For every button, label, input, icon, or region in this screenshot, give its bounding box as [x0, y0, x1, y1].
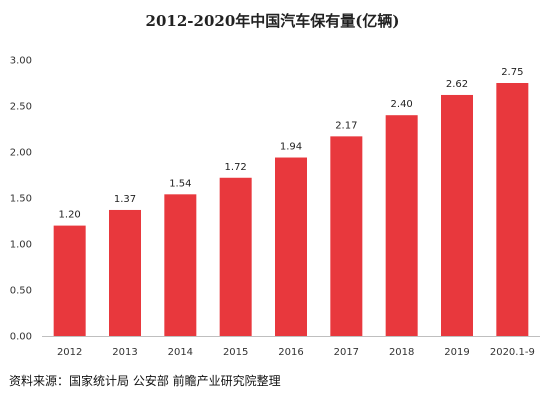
- y-tick-label: 0.00: [10, 332, 32, 343]
- y-tick-label: 2.00: [10, 148, 32, 159]
- y-axis: 0.00 0.50 1.00 1.50 2.00 2.50 3.00: [10, 56, 32, 343]
- chart-title: 2012-2020年中国汽车保有量(亿辆): [145, 12, 400, 30]
- bar: [109, 209, 141, 336]
- x-tick-label: 2014: [168, 347, 193, 358]
- x-tick-label: 2020.1-9: [490, 347, 535, 358]
- data-label: 2.62: [446, 79, 468, 90]
- x-tick-label: 2015: [223, 347, 248, 358]
- bar: [53, 225, 86, 336]
- y-tick-label: 0.50: [10, 286, 32, 297]
- bar: [330, 136, 363, 336]
- data-label: 1.54: [169, 178, 191, 189]
- y-tick-label: 2.50: [10, 102, 32, 113]
- y-tick-label: 3.00: [10, 56, 32, 67]
- data-label: 2.75: [501, 67, 523, 78]
- bar: [496, 83, 529, 336]
- data-label: 1.94: [280, 142, 302, 153]
- data-label: 1.37: [114, 194, 136, 205]
- x-tick-label: 2017: [334, 347, 359, 358]
- bar: [275, 157, 307, 336]
- bar: [164, 194, 197, 336]
- data-label: 2.17: [335, 120, 357, 131]
- data-labels: 1.20 1.37 1.54 1.72 1.94 2.17 2.40 2.62 2.75: [59, 67, 524, 221]
- x-tick-label: 2012: [57, 347, 82, 358]
- data-label: 2.40: [391, 99, 413, 110]
- y-tick-label: 1.50: [10, 194, 32, 205]
- bar-series: [53, 83, 529, 337]
- data-label: 1.72: [225, 162, 247, 173]
- data-label: 1.20: [59, 210, 81, 221]
- bar: [385, 115, 418, 336]
- x-axis: 2012 2013 2014 2015 2016 2017 2018 2019 2020.1-9: [57, 347, 535, 358]
- source-note: 资料来源：国家统计局 公安部 前瞻产业研究院整理: [9, 374, 281, 388]
- y-tick-label: 1.00: [10, 240, 32, 251]
- x-tick-label: 2013: [112, 347, 137, 358]
- x-tick-label: 2016: [278, 347, 303, 358]
- x-tick-label: 2018: [389, 347, 414, 358]
- bar: [441, 94, 473, 337]
- bar: [219, 177, 252, 336]
- x-tick-label: 2019: [444, 347, 469, 358]
